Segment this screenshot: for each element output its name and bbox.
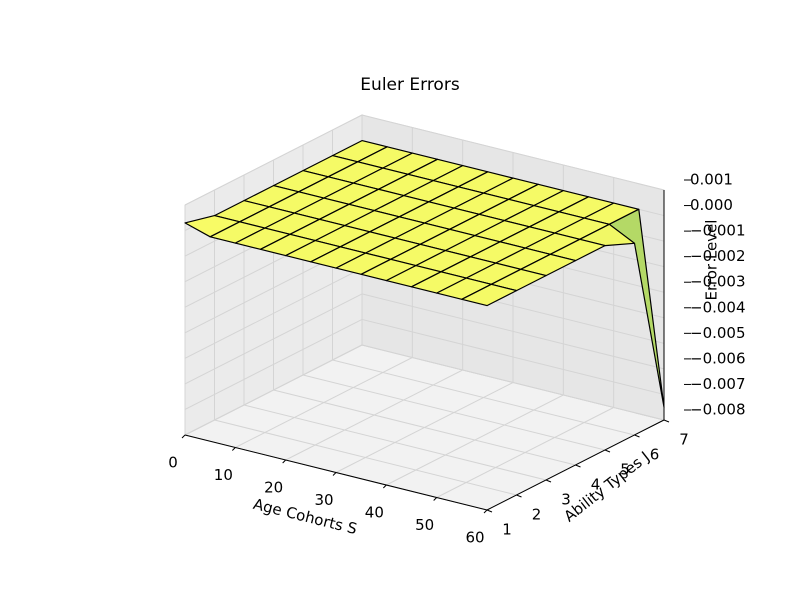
y-tick-label: 4 (591, 476, 601, 494)
x-axis-label: Age Cohorts S (251, 495, 358, 538)
grid-line (332, 359, 635, 436)
z-tick-label: 0.000 (690, 196, 733, 214)
y-tick (575, 464, 581, 468)
y-tick-label: 1 (502, 521, 512, 539)
y-tick (486, 509, 493, 513)
y-tick-label: 6 (650, 446, 660, 464)
z-tick-label: −0.005 (690, 324, 746, 342)
x-tick (282, 459, 287, 464)
surface-patch (461, 283, 518, 307)
x-tick (382, 484, 387, 489)
z-tick-label: −0.007 (690, 375, 746, 393)
grid-line (214, 419, 517, 496)
x-tick (181, 434, 186, 439)
grid-line (184, 114, 363, 206)
z-tick-label: −0.003 (690, 273, 746, 291)
z-tick-label: −0.008 (690, 401, 746, 419)
grid-line (302, 374, 606, 451)
z-tick-label: −0.002 (690, 247, 746, 265)
grid-line (361, 318, 665, 395)
x-tick-label: 30 (314, 491, 333, 509)
y-tick-label: 2 (532, 506, 542, 524)
x-tick (332, 472, 337, 476)
x-tick (433, 497, 438, 501)
grid-line (184, 267, 363, 359)
x-tick-label: 10 (214, 466, 233, 484)
grid-line (361, 344, 665, 421)
x-tick (231, 447, 236, 451)
y-tick-label: 5 (620, 461, 630, 479)
chart-title: Euler Errors (360, 75, 460, 95)
x-tick-label: 20 (264, 479, 283, 497)
grid-line (243, 404, 547, 481)
x-tick-label: 0 (168, 454, 178, 472)
y-tick (545, 479, 552, 483)
y-tick (634, 434, 640, 438)
z-tick-label: −0.001 (690, 222, 746, 240)
z-tick-label: −0.006 (690, 349, 746, 367)
y-tick (663, 419, 670, 423)
grid-line (361, 293, 665, 370)
x-tick (483, 509, 488, 514)
x-tick-label: 50 (415, 516, 434, 534)
x-tick-label: 40 (365, 504, 384, 522)
grid-line (184, 293, 363, 385)
y-tick-label: 7 (679, 431, 689, 449)
z-tick-label: 0.001 (690, 171, 733, 189)
grid-line (184, 318, 363, 410)
y-tick (604, 449, 611, 453)
grid-line (184, 344, 363, 436)
z-axis-label: Error Level (703, 220, 721, 301)
z-tick-label: −0.004 (690, 298, 746, 316)
x-tick-label: 60 (465, 529, 484, 547)
y-tick-label: 3 (561, 491, 571, 509)
grid-line (361, 114, 665, 191)
grid-line (273, 389, 576, 466)
y-tick (516, 494, 522, 498)
